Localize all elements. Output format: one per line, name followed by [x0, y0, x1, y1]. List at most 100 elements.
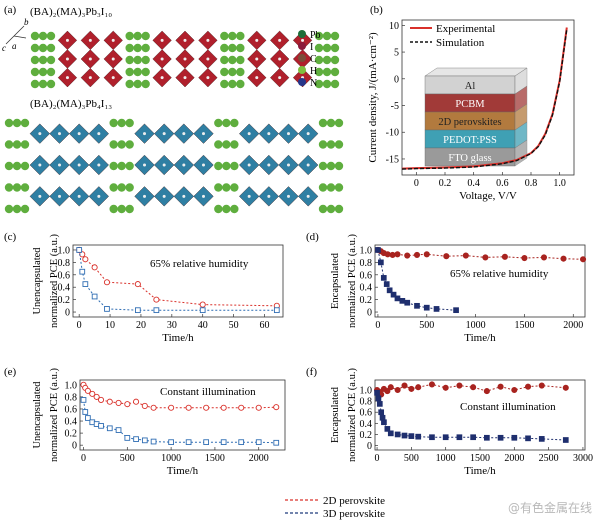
jv-legend-label: Simulation	[436, 37, 485, 49]
organic-spacer-atom	[220, 31, 229, 41]
ma-cation	[58, 132, 61, 136]
ma-cation	[111, 57, 115, 61]
ma-cation	[97, 163, 101, 167]
data-point	[383, 281, 390, 287]
y-tick-label: -15	[386, 154, 399, 165]
data-point	[381, 419, 387, 426]
ma-cation	[202, 132, 205, 136]
organic-spacer-atom	[133, 43, 142, 53]
ma-cation	[65, 38, 69, 42]
organic-spacer-atom	[30, 55, 40, 65]
data-point	[133, 436, 139, 442]
organic-spacer-atom	[236, 79, 245, 89]
data-point	[394, 295, 401, 302]
data-point	[442, 384, 449, 391]
y-tick-label: 0.6	[65, 404, 78, 415]
bottom-legend: 2D perovskite 3D perovskite	[285, 495, 385, 520]
ma-cation	[88, 57, 92, 61]
ma-cation	[111, 76, 115, 80]
organic-spacer-atom	[46, 43, 56, 53]
y-tick-label: 0.2	[65, 429, 78, 440]
data-point	[442, 434, 449, 441]
organic-spacer-atom	[12, 161, 22, 171]
structure-1-label: (BA)₂(MA)₃Pb₃I₁₀	[30, 6, 112, 18]
y-axis-label: normalized PCE (a.u.)	[49, 234, 60, 328]
series-line	[377, 249, 457, 311]
ma-cation	[58, 163, 61, 167]
plot-frame	[79, 379, 286, 451]
organic-spacer-atom	[117, 204, 126, 214]
panel-b-label: (b)	[370, 4, 383, 16]
data-point	[168, 439, 174, 446]
organic-spacer-atom	[133, 67, 142, 77]
ma-cation	[267, 163, 271, 167]
x-tick-label: 1000	[436, 453, 456, 464]
y-tick-label: 0.6	[58, 270, 71, 281]
chart-annotation: Constant illumination	[160, 386, 256, 398]
x-tick-label: 30	[167, 320, 177, 331]
organic-spacer-atom	[330, 67, 340, 77]
x-tick-label: 500	[419, 320, 434, 331]
organic-spacer-atom	[38, 31, 48, 41]
ma-cation	[111, 38, 115, 42]
ma-cation	[306, 132, 310, 136]
ma-cation	[65, 76, 69, 80]
organic-spacer-atom	[236, 55, 245, 65]
data-point	[124, 435, 131, 441]
data-point	[415, 384, 422, 391]
organic-spacer-atom	[30, 79, 40, 89]
x-tick-label: 1500	[205, 453, 225, 464]
data-point	[220, 439, 227, 446]
organic-spacer-atom	[125, 79, 134, 89]
organic-spacer-atom	[322, 55, 332, 65]
plot-frame	[374, 244, 586, 318]
data-point	[394, 386, 401, 394]
x-tick-label: 0	[81, 453, 86, 464]
data-point	[220, 404, 227, 411]
organic-spacer-atom	[117, 140, 126, 149]
y-tick-label: -10	[386, 128, 399, 139]
ma-cation	[77, 132, 81, 136]
y-tick-label: 0.2	[360, 430, 373, 441]
ma-cation	[278, 76, 282, 80]
data-point	[91, 293, 98, 300]
x-axis-label: Time/h	[167, 465, 199, 477]
organic-spacer-atom	[220, 43, 229, 53]
y-axis-label: Unencapsulated	[32, 381, 43, 449]
organic-spacer-atom	[228, 43, 237, 53]
y-tick-label: 5	[394, 48, 399, 59]
data-point	[134, 281, 141, 288]
data-point	[79, 268, 86, 275]
data-point	[401, 382, 408, 389]
ma-cation	[247, 132, 251, 136]
data-point	[135, 307, 141, 314]
ma-cation	[143, 163, 146, 167]
data-point	[273, 307, 280, 314]
series-line	[401, 29, 568, 170]
atom-legend-label: I	[310, 42, 313, 53]
organic-spacer-atom	[125, 183, 134, 192]
chart-annotation: Constant illumination	[460, 401, 556, 413]
structure-2-label: (BA)₂(MA)₃Pb₄I₁₃	[30, 98, 112, 110]
data-point	[456, 434, 463, 441]
organic-spacer-atom	[12, 204, 22, 214]
data-point	[115, 399, 122, 406]
organic-spacer-atom	[20, 183, 30, 192]
organic-spacer-atom	[214, 140, 223, 149]
ma-cation	[287, 194, 290, 198]
data-point	[387, 384, 394, 391]
organic-spacer-atom	[4, 183, 14, 192]
data-point	[199, 307, 206, 314]
ma-cation	[255, 76, 259, 80]
organic-spacer-atom	[318, 118, 328, 128]
x-tick-label: 0	[375, 453, 380, 464]
data-point	[80, 397, 87, 403]
ma-cation	[183, 38, 187, 42]
x-tick-label: 50	[229, 320, 239, 331]
y-tick-label: 0	[367, 441, 372, 452]
data-point	[401, 432, 408, 439]
ma-cation	[306, 194, 310, 198]
organic-spacer-atom	[109, 161, 118, 171]
organic-spacer-atom	[230, 183, 239, 192]
